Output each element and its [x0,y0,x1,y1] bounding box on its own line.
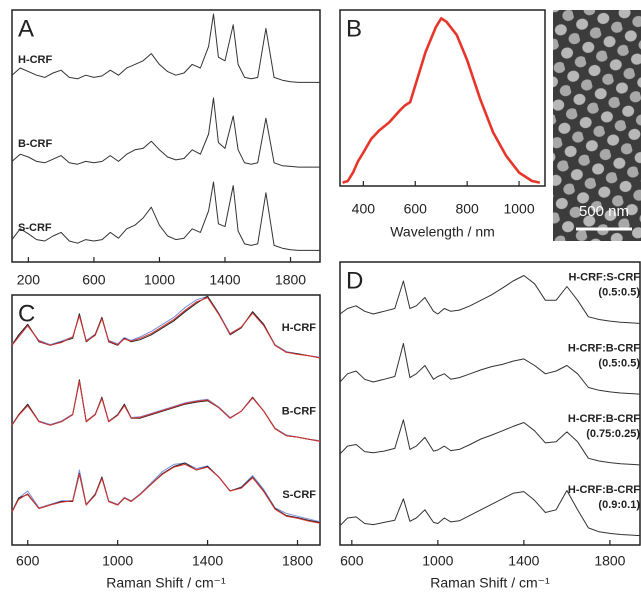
x-tick-label: 600 [404,201,428,217]
spectrum-line [11,295,321,359]
spectrum-line [339,343,641,395]
panel-label: D [346,267,363,294]
x-tick-label: 1000 [422,553,453,569]
panel-frame [339,9,546,187]
x-tick-label: 1000 [144,272,175,288]
panel-label: C [18,300,35,327]
spectrum-line [339,275,641,324]
spectrum-line [11,381,321,442]
x-tick-label: 600 [340,553,364,569]
spectrum-line [339,419,641,466]
trace-label: S-CRF [282,489,316,501]
spectrum-line [11,97,320,168]
trace-label: H-CRF:B-CRF [568,484,640,496]
trace-label: B-CRF [18,138,52,150]
spectrum-line [11,295,321,358]
x-tick-label: 200 [17,272,41,288]
x-tick-label: 1800 [282,553,313,569]
trace-label: H-CRF:S-CRF [569,272,641,284]
spectrum-line [11,13,320,83]
sem-image: 500 nm [553,10,641,241]
trace-label: (0.5:0.5) [598,357,640,369]
panel-frame [339,261,641,546]
x-tick-label: 400 [352,201,376,217]
x-tick-label: 600 [82,272,106,288]
trace-label: H-CRF:B-CRF [568,413,640,425]
x-tick-label: 1800 [275,272,306,288]
trace-label: (0.9:0.1) [598,499,640,511]
x-tick-label: 600 [16,553,40,569]
trace-label: H-CRF:B-CRF [568,342,640,354]
spectrum-line [11,380,321,442]
trace-label: B-CRF [282,406,316,418]
panel-frame [11,9,321,263]
x-tick-label: 800 [455,201,479,217]
x-tick-label: 1400 [508,553,539,569]
panel-label: B [346,15,362,42]
x-axis-label: Wavelength / nm [390,224,495,240]
x-axis-label: Raman Shift / cm⁻¹ [430,575,550,591]
spectrum-line [342,17,541,184]
x-tick-label: 1800 [594,553,625,569]
trace-label: (0.5:0.5) [598,287,640,299]
scale-label: 500 nm [579,203,629,220]
x-tick-label: 1000 [503,201,534,217]
spectrum-line [11,462,321,523]
spectrum-line [11,181,320,251]
spectrum-line [11,379,321,442]
x-tick-label: 1400 [192,553,223,569]
panel-frame [11,294,321,546]
x-tick-label: 1000 [102,553,133,569]
spectrum-line [11,297,321,359]
trace-label: H-CRF [282,322,316,334]
spectrum-line [339,490,641,537]
sem-micrograph [553,10,641,241]
x-axis-label: Raman Shift / cm⁻¹ [106,575,226,591]
trace-label: H-CRF [18,54,52,66]
trace-label: (0.75:0.25) [586,428,640,440]
spectrum-line [11,463,321,524]
x-tick-label: 1400 [209,272,240,288]
panel-label: A [18,15,34,42]
trace-label: S-CRF [18,222,52,234]
